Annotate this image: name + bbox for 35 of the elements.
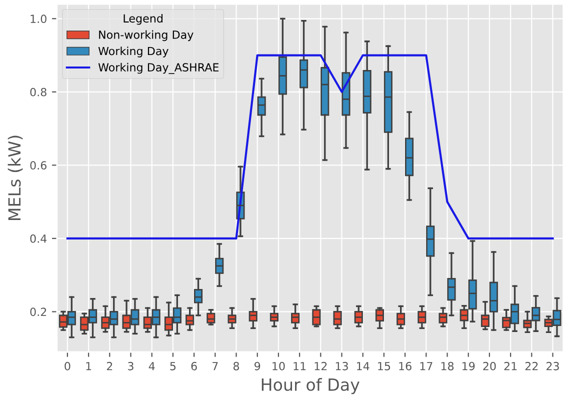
x-tick-label: 17 xyxy=(420,362,432,370)
x-tick-label: 18 xyxy=(441,362,454,370)
legend-label: Non-working Day xyxy=(99,30,194,42)
x-tick-label: 10 xyxy=(272,362,285,370)
legend-title: Legend xyxy=(124,14,162,25)
x-tick-label: 9 xyxy=(254,362,260,370)
x-tick-label: 4 xyxy=(148,362,155,370)
x-tick-label: 7 xyxy=(212,362,218,370)
x-tick-label: 16 xyxy=(399,362,412,370)
y-tick-label: 0.6 xyxy=(30,161,46,170)
x-tick-label: 6 xyxy=(191,362,197,370)
x-tick-label: 0 xyxy=(64,362,70,370)
x-tick-label: 20 xyxy=(483,362,496,370)
x-tick-label: 15 xyxy=(378,362,390,370)
x-tick-label: 8 xyxy=(233,362,240,370)
x-tick-label: 21 xyxy=(504,362,517,370)
x-tick-label: 5 xyxy=(170,362,176,370)
y-tick-label: 0.2 xyxy=(30,308,46,316)
x-tick-label: 14 xyxy=(357,362,370,370)
x-tick-label: 3 xyxy=(128,362,134,370)
y-tick-label: 0.8 xyxy=(30,88,46,96)
x-tick-label: 19 xyxy=(462,362,475,370)
x-tick-label: 11 xyxy=(294,362,306,370)
x-tick-label: 12 xyxy=(314,362,327,370)
x-tick-label: 22 xyxy=(525,362,538,370)
y-axis-title: MELs (kW) xyxy=(8,136,23,220)
legend-label: Working Day xyxy=(98,46,168,58)
x-tick-label: 13 xyxy=(336,362,348,370)
x-tick-label: 23 xyxy=(546,362,559,370)
x-tick-label: 1 xyxy=(86,362,92,370)
legend-label: Working Day_ASHRAE xyxy=(98,62,219,74)
x-tick-label: 2 xyxy=(106,362,112,370)
y-tick-label: 1.0 xyxy=(30,14,46,24)
x-axis-title: Hour of Day xyxy=(262,378,360,394)
y-tick-label: 0.4 xyxy=(30,234,47,243)
